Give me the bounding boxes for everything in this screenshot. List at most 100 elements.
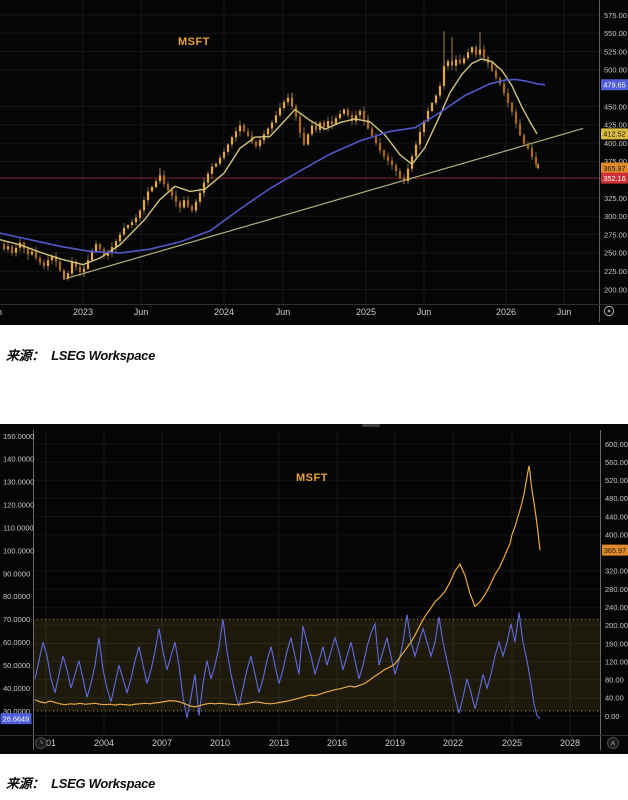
gear-icon[interactable]: [603, 305, 615, 317]
oscillator-value-badge: [0, 713, 32, 725]
rsi-oscillator[interactable]: [34, 612, 541, 720]
price-badge: [601, 172, 628, 184]
svg-text:200.00: 200.00: [604, 285, 627, 294]
svg-text:400.00: 400.00: [605, 530, 628, 539]
svg-text:275.00: 275.00: [604, 230, 627, 239]
svg-text:400.00: 400.00: [604, 139, 627, 148]
svg-text:2025: 2025: [356, 307, 376, 317]
grid-lines: [0, 0, 599, 304]
svg-text:70.0000: 70.0000: [3, 615, 30, 624]
svg-text:280.00: 280.00: [605, 585, 628, 594]
clock-icon[interactable]: [35, 737, 47, 749]
moving-average-fast[interactable]: [0, 58, 538, 266]
scroll-handle[interactable]: [362, 424, 380, 427]
svg-text:110.0000: 110.0000: [3, 523, 34, 532]
svg-text:300.00: 300.00: [604, 212, 627, 221]
svg-text:440.00: 440.00: [605, 512, 628, 521]
source-caption-top: 来源： LSEG Workspace: [6, 345, 155, 364]
price-badge: [601, 162, 628, 174]
svg-text:2024: 2024: [214, 307, 234, 317]
svg-text:2004: 2004: [94, 738, 114, 748]
chart-panel-top: 575.00 550.00 525.00 500.00 450.00 425.00 400.…: [0, 0, 628, 325]
svg-text:80.0000: 80.0000: [3, 592, 30, 601]
svg-text:325.00: 325.00: [604, 194, 627, 203]
oscillator-chart-canvas[interactable]: 150.0000 140.0000 130.0000 120.0000 110.0000…: [0, 424, 628, 754]
svg-text:140.0000: 140.0000: [3, 455, 34, 464]
source-caption-prefix: 来源：: [6, 348, 45, 363]
svg-text:2010: 2010: [210, 738, 230, 748]
svg-text:450.00: 450.00: [604, 102, 627, 111]
svg-text:560.00: 560.00: [605, 458, 628, 467]
svg-text:2016: 2016: [327, 738, 347, 748]
svg-text:Jun: Jun: [276, 307, 291, 317]
svg-text:50.0000: 50.0000: [3, 661, 30, 670]
svg-text:40.00: 40.00: [605, 694, 624, 703]
left-axis-labels[interactable]: 150.0000 140.0000 130.0000 120.0000 110.0000…: [3, 432, 34, 716]
trend-line[interactable]: [65, 127, 584, 280]
svg-text:26.6649: 26.6649: [3, 714, 29, 723]
svg-text:30.0000: 30.0000: [3, 707, 30, 716]
chart-panel-bottom: 150.0000 140.0000 130.0000 120.0000 110.0000…: [0, 424, 628, 754]
svg-text:80.00: 80.00: [605, 676, 624, 685]
svg-text:240.00: 240.00: [605, 603, 628, 612]
svg-text:520.00: 520.00: [605, 476, 628, 485]
svg-text:365.97: 365.97: [603, 164, 625, 173]
svg-text:100.0000: 100.0000: [3, 546, 34, 555]
svg-text:550.00: 550.00: [604, 29, 627, 38]
svg-text:412.52: 412.52: [603, 130, 625, 139]
svg-text:225.00: 225.00: [604, 267, 627, 276]
svg-text:2026: 2026: [496, 307, 516, 317]
svg-text:120.0000: 120.0000: [3, 501, 34, 510]
time-axis-labels[interactable]: 2001200420072010201320162019202220252028: [36, 738, 580, 748]
svg-text:480.00: 480.00: [605, 494, 628, 503]
svg-text:90.0000: 90.0000: [3, 569, 30, 578]
svg-text:160.00: 160.00: [605, 639, 628, 648]
svg-text:Jun: Jun: [417, 307, 432, 317]
svg-text:500.00: 500.00: [604, 66, 627, 75]
price-axis-labels[interactable]: 575.00 550.00 525.00 500.00 450.00 425.00 400.…: [604, 11, 627, 295]
svg-text:60.0000: 60.0000: [3, 638, 30, 647]
source-caption-text: LSEG Workspace: [51, 776, 156, 791]
right-axis-labels[interactable]: 600.00 560.00 520.00 480.00 440.00 400.00 320.…: [605, 440, 628, 721]
candlestick-chart-canvas[interactable]: 575.00 550.00 525.00 500.00 450.00 425.00 400.…: [0, 0, 628, 325]
candlestick-series: [2, 31, 540, 281]
source-caption-prefix: 来源：: [6, 776, 45, 791]
svg-text:352.16: 352.16: [603, 174, 625, 183]
svg-text:0.00: 0.00: [605, 712, 620, 721]
svg-text:n: n: [0, 307, 2, 317]
source-caption-bottom: 来源： LSEG Workspace: [6, 773, 155, 792]
chart-title-msft-top: MSFT: [178, 36, 210, 48]
svg-text:525.00: 525.00: [604, 47, 627, 56]
time-axis-labels[interactable]: n 2023 Jun 2024 Jun 2025 Jun 2026 Jun: [0, 307, 571, 317]
svg-text:575.00: 575.00: [604, 11, 627, 20]
price-badge: [601, 128, 628, 140]
svg-text:2023: 2023: [73, 307, 93, 317]
price-badge: [601, 79, 628, 91]
grid-lines: [33, 430, 600, 735]
svg-text:2019: 2019: [385, 738, 405, 748]
svg-text:600.00: 600.00: [605, 440, 628, 449]
svg-text:479.65: 479.65: [603, 81, 625, 90]
svg-text:425.00: 425.00: [604, 121, 627, 130]
chart-title-msft-bottom: MSFT: [296, 472, 328, 484]
oscillator-band: [33, 619, 600, 711]
svg-text:2007: 2007: [152, 738, 172, 748]
price-line[interactable]: [34, 465, 541, 708]
svg-text:200.00: 200.00: [605, 621, 628, 630]
moving-average-slow[interactable]: [0, 78, 546, 254]
svg-text:2025: 2025: [502, 738, 522, 748]
svg-text:2013: 2013: [269, 738, 289, 748]
svg-text:365.97: 365.97: [604, 546, 626, 555]
svg-text:Jun: Jun: [134, 307, 149, 317]
auto-scale-icon[interactable]: A: [607, 737, 619, 749]
svg-text:120.00: 120.00: [605, 657, 628, 666]
svg-text:2022: 2022: [443, 738, 463, 748]
svg-text:Jun: Jun: [557, 307, 572, 317]
price-value-badge: [602, 544, 628, 556]
svg-text:150.0000: 150.0000: [3, 432, 34, 441]
svg-text:40.0000: 40.0000: [3, 684, 30, 693]
svg-text:130.0000: 130.0000: [3, 478, 34, 487]
svg-text:2028: 2028: [560, 738, 580, 748]
svg-text:375.00: 375.00: [604, 157, 627, 166]
